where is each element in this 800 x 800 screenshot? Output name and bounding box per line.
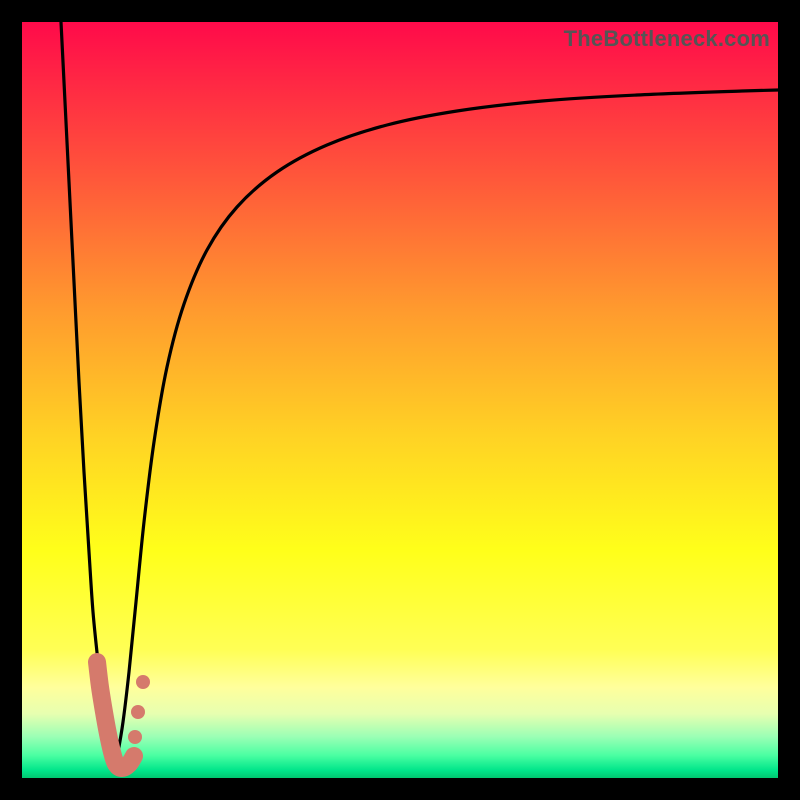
watermark-text: TheBottleneck.com [564, 26, 770, 52]
marker-dot [131, 705, 145, 719]
chart-frame: TheBottleneck.com [0, 0, 800, 800]
marker-dot [136, 675, 150, 689]
marker-dot [128, 730, 142, 744]
gradient-background [22, 22, 778, 778]
plot-area: TheBottleneck.com [22, 22, 778, 778]
chart-svg [22, 22, 778, 778]
